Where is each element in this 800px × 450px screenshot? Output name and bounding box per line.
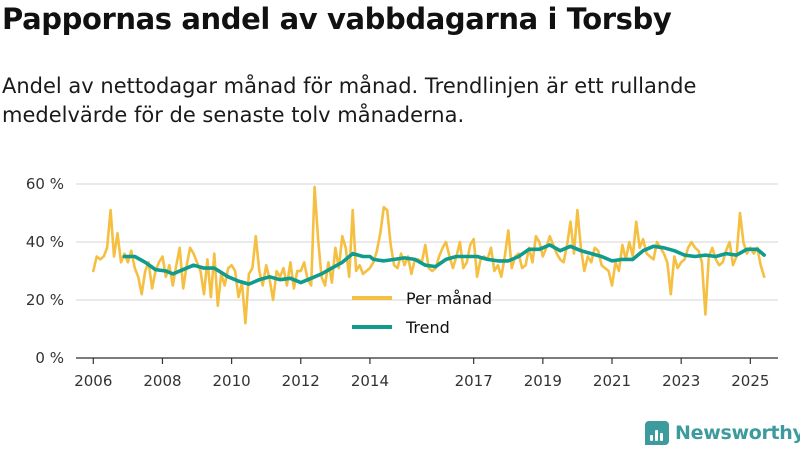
series-line-per-manad xyxy=(92,185,766,325)
x-tick-label: 2006 xyxy=(74,372,112,390)
y-tick-label: 60 % xyxy=(26,175,64,193)
x-tick-label: 2010 xyxy=(213,372,251,390)
y-tick-label: 40 % xyxy=(26,233,64,251)
x-tick-label: 2012 xyxy=(282,372,320,390)
x-tick-label: 2017 xyxy=(455,372,493,390)
legend-label: Per månad xyxy=(406,289,492,308)
brand-name: Newsworthy xyxy=(675,422,800,444)
x-tick-label: 2019 xyxy=(524,372,562,390)
legend-label: Trend xyxy=(405,318,450,337)
y-tick-label: 0 % xyxy=(35,349,64,367)
x-tick-label: 2021 xyxy=(593,372,631,390)
axis-layer: 0 % 20 % 40 % 60 % 2006 2008 2010 2012 2014 2017 2… xyxy=(26,175,778,390)
chart-legend: Per månad Trend xyxy=(352,289,492,337)
chart-subtitle: Andel av nettodagar månad för månad. Tre… xyxy=(2,74,697,127)
x-tick-label: 2023 xyxy=(662,372,700,390)
y-tick-label: 20 % xyxy=(26,291,64,309)
bar-chart-icon xyxy=(645,421,669,445)
x-tick-label: 2008 xyxy=(143,372,181,390)
chart-title: Pappornas andel av vabbdagarna i Torsby xyxy=(2,2,672,36)
x-tick-label: 2014 xyxy=(351,372,389,390)
series-layer xyxy=(92,185,767,325)
series-line-trend xyxy=(122,243,767,286)
x-tick-label: 2025 xyxy=(731,372,769,390)
newsworthy-brand: Newsworthy xyxy=(645,420,800,446)
